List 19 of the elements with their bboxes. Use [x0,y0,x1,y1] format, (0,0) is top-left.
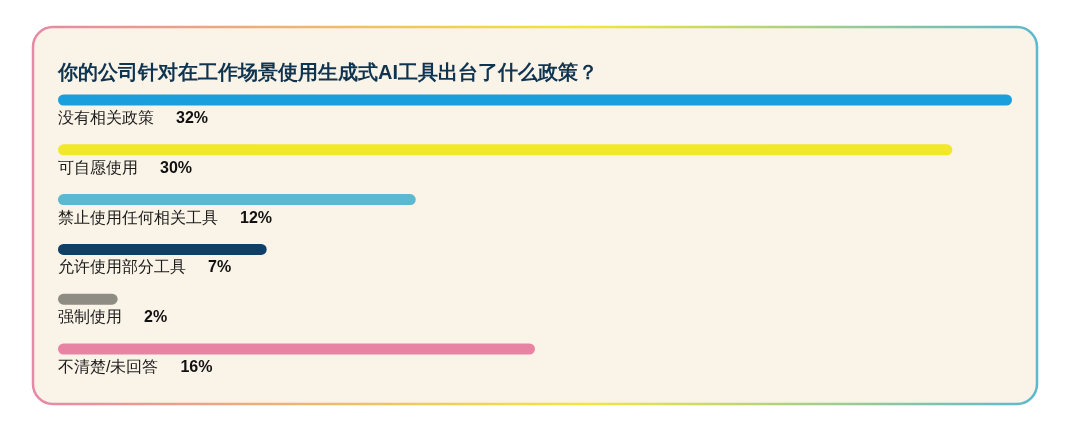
data-label: 16% [180,358,213,375]
y-tick-label: 没有相关政策 [58,109,154,126]
bar [58,94,1012,106]
bar [58,194,416,206]
bar [58,343,535,355]
data-label: 30% [160,158,193,176]
data-label: 32% [176,109,209,126]
y-tick-label: 可自愿使用 [58,158,138,176]
y-tick-label: 禁止使用任何相关工具 [58,208,218,226]
bar [58,243,267,255]
data-label: 2% [144,308,168,326]
y-tick-label: 强制使用 [58,308,122,326]
data-label: 7% [208,258,232,276]
y-tick-label: 允许使用部分工具 [58,258,186,276]
data-label: 12% [240,208,273,226]
bar [58,293,118,305]
chart-title: 你的公司针对在工作场景使用生成式AI工具出台了什么政策？ [57,61,598,83]
y-tick-label: 不清楚/未回答 [58,358,159,375]
bar [58,144,953,156]
